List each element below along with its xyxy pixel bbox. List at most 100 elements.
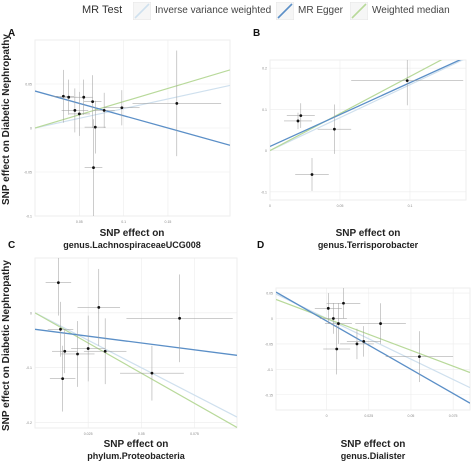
x-axis-title: SNP effect on — [336, 228, 401, 239]
data-point — [103, 349, 107, 353]
data-point — [92, 166, 95, 170]
legend-key-median — [350, 2, 368, 20]
data-point — [379, 322, 382, 325]
y-tick-label: 0.05 — [25, 83, 32, 87]
plot-background — [34, 257, 238, 429]
x-tick-label: 0.05 — [138, 432, 145, 436]
data-point — [326, 306, 330, 310]
regression-line-median — [270, 60, 443, 152]
regression-line-egger — [35, 328, 237, 356]
data-point — [175, 101, 179, 105]
y-tick-label: 0 — [271, 317, 273, 321]
x-tick-label: 0.15 — [165, 220, 172, 224]
y-tick-label: -0.05 — [24, 171, 32, 175]
x-tick-label: 0.05 — [76, 220, 83, 224]
y-tick-label: 0.1 — [262, 108, 267, 112]
y-tick-label: -0.1 — [261, 190, 267, 194]
x-axis-title: genus.Dialister — [341, 451, 406, 461]
data-point — [335, 347, 339, 351]
data-point — [93, 125, 97, 129]
regression-line-egger — [276, 291, 470, 404]
data-point — [310, 173, 314, 176]
y-tick-label: -0.1 — [26, 366, 32, 370]
panel-d: D 0 0.025 0.05 0.075 -0.15 -0.1 -0.05 0 0.05 SNP e… — [257, 240, 471, 461]
x-tick-label: 0.05 — [337, 204, 344, 208]
y-tick-label: 0 — [265, 149, 267, 153]
data-point — [82, 95, 86, 99]
data-point — [405, 79, 409, 82]
y-tick-label: 0.05 — [266, 292, 273, 296]
data-point — [91, 100, 95, 103]
x-tick-label: 0.1 — [408, 204, 413, 208]
regression-line-median — [35, 312, 237, 428]
y-tick-label: -0.05 — [265, 342, 273, 346]
legend: MR Test Inverse variance weighted MR Egg… — [0, 0, 474, 22]
y-tick-label: 0.2 — [262, 67, 267, 71]
x-tick-label: 0.025 — [84, 432, 93, 436]
x-tick-label: 0 — [326, 414, 328, 418]
legend-key-egger — [276, 2, 294, 20]
y-tick-label: -0.15 — [265, 393, 273, 397]
data-point — [67, 95, 71, 99]
x-tick-label: 0.075 — [449, 414, 458, 418]
y-tick-label: -0.1 — [26, 215, 32, 219]
regression-line-ivw — [276, 293, 470, 389]
data-point — [333, 127, 336, 131]
data-point — [76, 352, 79, 356]
legend-label-ivw: Inverse variance weighted — [155, 5, 272, 16]
legend-line-median — [351, 3, 367, 19]
regression-line-egger — [35, 90, 230, 146]
data-point — [296, 119, 300, 123]
regression-line-ivw — [35, 312, 237, 418]
y-tick-label: -0.1 — [267, 368, 273, 372]
data-point — [63, 349, 67, 353]
data-point — [56, 281, 60, 285]
data-point — [362, 339, 366, 343]
plot-content — [35, 50, 230, 216]
data-point — [355, 342, 359, 346]
x-axis-title: SNP effect on — [104, 439, 169, 450]
legend-line-egger — [277, 3, 293, 19]
plot-content — [276, 288, 470, 404]
regression-line-ivw — [35, 84, 230, 129]
legend-title: MR Test — [82, 4, 123, 16]
data-point — [102, 109, 106, 112]
data-point — [331, 317, 335, 320]
legend-label-median: Weighted median — [372, 5, 450, 16]
data-point — [299, 114, 303, 117]
plot-background — [269, 59, 467, 201]
y-tick-label: 0 — [30, 127, 32, 131]
x-tick-label: 0.025 — [364, 414, 373, 418]
x-tick-label: 0.05 — [408, 414, 415, 418]
data-point — [337, 322, 340, 325]
regression-line-median — [276, 298, 470, 374]
x-tick-label: 0 — [269, 204, 271, 208]
regression-line-median — [35, 69, 230, 129]
panel-letter: A — [8, 28, 15, 39]
panel-letter: B — [253, 28, 260, 39]
x-axis-title: phylum.Proteobacteria — [87, 451, 186, 461]
regression-line-ivw — [270, 60, 464, 152]
data-point — [77, 112, 81, 116]
x-tick-label: 0.075 — [190, 432, 199, 436]
data-point — [120, 106, 124, 110]
data-point — [61, 377, 65, 381]
y-tick-label: 0 — [30, 311, 32, 315]
panel-c: C 0.025 0.05 0.075 -0.2 -0.1 0 SNP effect onphy… — [8, 240, 238, 461]
panel-letter: C — [8, 240, 15, 251]
x-axis-title: genus.Terrisporobacter — [318, 240, 419, 250]
x-axis-title: SNP effect on — [341, 439, 406, 450]
panel-letter: D — [257, 240, 264, 251]
x-axis-title: SNP effect on — [100, 228, 165, 239]
x-tick-label: 0.1 — [121, 220, 126, 224]
regression-line-egger — [270, 60, 462, 148]
data-point — [59, 327, 62, 331]
legend-label-egger: MR Egger — [298, 5, 344, 16]
panel-b: B 0 0.05 0.1 -0.1 0 0.1 0.2 SNP effect ongenus.T… — [253, 28, 467, 250]
data-point — [150, 371, 154, 375]
data-point — [178, 316, 181, 320]
legend-key-ivw — [133, 2, 151, 20]
legend-line-ivw — [134, 3, 150, 19]
x-axis-title: genus.LachnospiraceaeUCG008 — [63, 240, 201, 250]
